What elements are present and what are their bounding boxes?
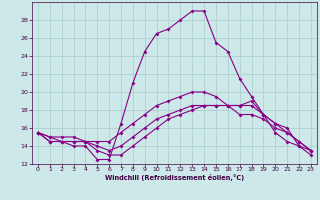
X-axis label: Windchill (Refroidissement éolien,°C): Windchill (Refroidissement éolien,°C) <box>105 174 244 181</box>
